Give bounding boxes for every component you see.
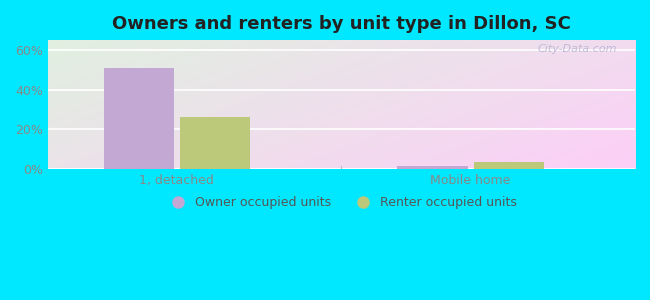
Title: Owners and renters by unit type in Dillon, SC: Owners and renters by unit type in Dillo… (112, 15, 571, 33)
Bar (397, 166, 467, 169)
Bar (103, 68, 174, 169)
Legend: Owner occupied units, Renter occupied units: Owner occupied units, Renter occupied un… (161, 191, 522, 214)
Bar (473, 162, 544, 169)
Bar (180, 117, 250, 169)
Text: City-Data.com: City-Data.com (538, 44, 617, 54)
